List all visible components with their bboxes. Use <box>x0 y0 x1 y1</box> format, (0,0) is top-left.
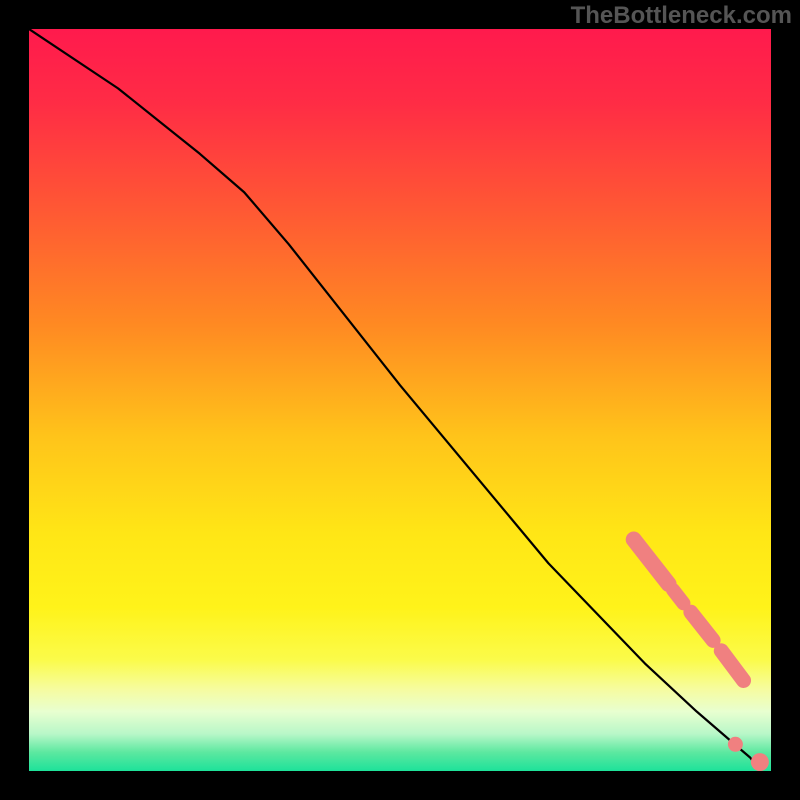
bottleneck-curve <box>29 29 760 764</box>
marker-segment <box>691 612 713 640</box>
marker-segments <box>634 539 744 680</box>
marker-segment <box>634 539 669 584</box>
attribution-text: TheBottleneck.com <box>571 2 792 30</box>
marker-segment <box>721 651 743 681</box>
marker-dots <box>728 737 769 771</box>
marker-segment <box>673 590 683 603</box>
chart-container: TheBottleneck.com <box>0 0 800 800</box>
curve-overlay <box>29 29 771 771</box>
marker-dot <box>728 737 743 752</box>
plot-area <box>29 29 771 771</box>
marker-dot <box>751 753 769 771</box>
